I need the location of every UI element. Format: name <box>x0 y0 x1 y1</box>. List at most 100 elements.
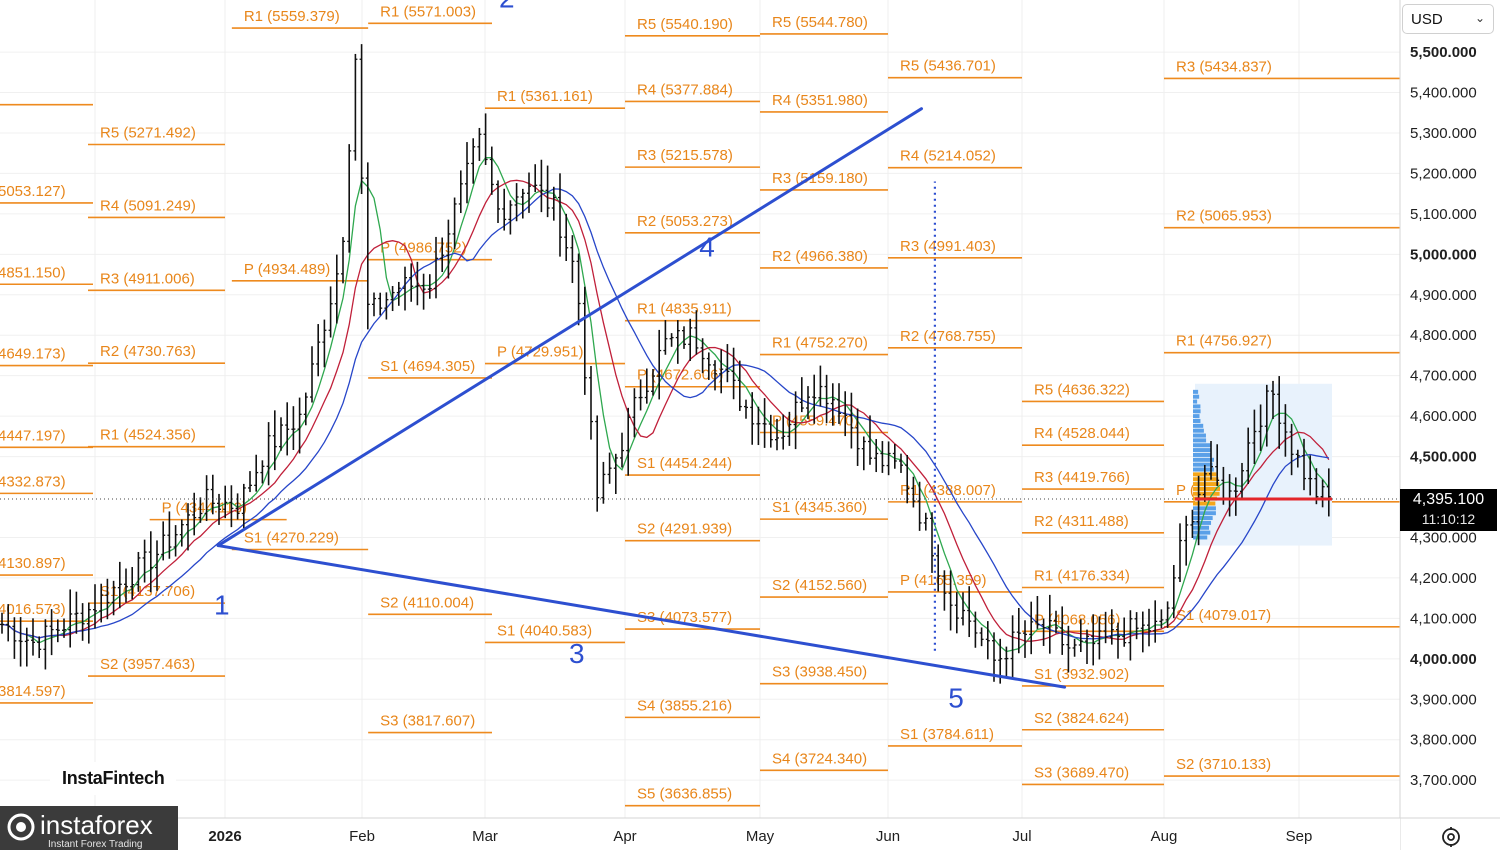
pivot-label: R2 (5065.953) <box>1176 208 1272 225</box>
profile-range <box>1195 383 1332 546</box>
profile-bar <box>1193 448 1211 453</box>
pivot-label: R1 (5571.003) <box>380 3 476 20</box>
instaforex-logo: instaforex Instant Forex Trading <box>0 806 178 850</box>
x-tick-label: Jun <box>876 828 900 845</box>
pivot-label: S1 (4454.244) <box>637 455 732 472</box>
last-price-value: 4,395.100 <box>1412 491 1485 508</box>
pivot-label: R2 (4311.488) <box>1034 513 1129 530</box>
y-tick-label: 5,100.000 <box>1410 206 1477 223</box>
y-tick-label: 5,300.000 <box>1410 125 1477 142</box>
x-tick-label: Aug <box>1151 828 1178 845</box>
profile-bar <box>1193 423 1204 428</box>
y-tick-label: 4,600.000 <box>1410 408 1477 425</box>
profile-bar <box>1193 399 1198 404</box>
x-axis-panel <box>0 818 1400 850</box>
trend-line <box>216 544 1067 689</box>
profile-bar <box>1193 530 1211 535</box>
pivot-label: R4 (5351.980) <box>772 92 868 109</box>
profile-bar <box>1193 477 1219 482</box>
profile-bar <box>1193 438 1207 443</box>
pivot-label: P (4165.359) <box>900 572 986 589</box>
trend-lines[interactable] <box>216 107 1067 689</box>
y-tick-label: 3,900.000 <box>1410 691 1477 708</box>
wave-label: 3 <box>569 638 585 669</box>
pivot-label: S3 (3689.470) <box>1034 764 1129 781</box>
profile-bar <box>1193 506 1216 511</box>
profile-bar <box>1193 409 1201 414</box>
moving-average-line <box>1 188 1329 640</box>
profile-bar <box>1193 452 1212 457</box>
pivot-label: S5 (3636.855) <box>637 786 732 803</box>
pivot-label: S1 (4079.017) <box>1176 607 1271 624</box>
pivot-label: P (4729.951) <box>497 344 583 361</box>
pivot-label: 5053.127) <box>0 183 66 200</box>
y-tick-label: 5,400.000 <box>1410 85 1477 102</box>
y-tick-label: 3,800.000 <box>1410 732 1477 749</box>
profile-bar <box>1193 394 1200 399</box>
wave-label: 5 <box>948 682 964 713</box>
y-tick-label: 5,500.000 <box>1410 44 1477 61</box>
pivot-label: R1 (5361.161) <box>497 88 593 105</box>
pivot-label: R3 (5159.180) <box>772 170 868 187</box>
trend-line <box>216 107 923 548</box>
pivot-label: S2 (3957.463) <box>100 656 195 673</box>
profile-bar <box>1193 525 1210 530</box>
brand-tagline: Instant Forex Trading <box>48 839 143 850</box>
x-tick-label: Jul <box>1012 828 1031 845</box>
moving-average-line <box>1 179 1330 642</box>
pivot-label: R4 (5377.884) <box>637 81 733 98</box>
brand-secondary: instaforex <box>40 810 153 840</box>
pivot-label: R3 (4911.006) <box>100 270 195 287</box>
pivot-label: S1 (4270.229) <box>244 530 339 547</box>
pivot-label: 4332.873) <box>0 473 66 490</box>
pivot-levels: 5053.127) 4851.150) 4649.173) 4447.197) 4332… <box>0 3 1400 807</box>
pivot-label: R5 (4636.322) <box>1034 381 1130 398</box>
profile-bar <box>1193 414 1200 419</box>
profile-bar <box>1193 428 1204 433</box>
profile-bar <box>1193 482 1220 487</box>
brand-primary: InstaFintech <box>62 768 165 788</box>
y-tick-label: 5,000.000 <box>1410 246 1477 263</box>
pivot-label: R1 (4524.356) <box>100 427 196 444</box>
price-bars <box>0 44 1331 684</box>
profile-bar <box>1193 443 1211 448</box>
pivot-label: R5 (5544.780) <box>772 14 868 31</box>
profile-bar <box>1193 501 1216 506</box>
pivot-label: S1 (3784.611) <box>900 726 994 743</box>
profile-bar <box>1193 486 1221 491</box>
pivot-label: R3 (5215.578) <box>637 147 733 164</box>
settings-icon[interactable] <box>1440 826 1462 848</box>
pivot-label: P (4344.113) <box>162 500 247 517</box>
x-tick-label: Apr <box>613 828 636 845</box>
pivot-label: R4 (5091.249) <box>100 197 196 214</box>
moving-averages <box>1 156 1330 653</box>
x-tick-label: Feb <box>349 828 375 845</box>
grid-lines <box>0 0 1400 818</box>
instaforex-mark-icon <box>7 813 35 841</box>
bar-countdown: 11:10:12 <box>1421 511 1476 527</box>
pivot-label: R5 (5271.492) <box>100 124 196 141</box>
profile-bar <box>1193 389 1199 394</box>
y-tick-label: 3,700.000 <box>1410 772 1477 789</box>
pivot-label: S3 (3938.450) <box>772 664 867 681</box>
wave-label: 2 <box>499 0 515 14</box>
pivot-label: R1 (4752.270) <box>772 335 868 352</box>
y-tick-label: 4,200.000 <box>1410 570 1477 587</box>
pivot-label: S1 (4694.305) <box>380 358 475 375</box>
y-tick-label: 4,100.000 <box>1410 610 1477 627</box>
pivot-label: S3 (4073.577) <box>637 609 732 626</box>
pivot-label: R3 (5434.837) <box>1176 58 1272 75</box>
pivot-label: S1 (4137.706) <box>100 583 195 600</box>
profile-bar <box>1193 457 1214 462</box>
pivot-label: R5 (5436.701) <box>900 58 996 75</box>
pivot-label: 4851.150) <box>0 264 66 281</box>
pivot-label: R1 (4388.007) <box>900 482 996 499</box>
x-tick-label: May <box>746 828 775 845</box>
currency-select[interactable]: USD ⌄ <box>1402 4 1494 34</box>
x-tick-label: Mar <box>472 828 498 845</box>
pivot-label: 4649.173) <box>0 346 66 363</box>
pivot-label: S4 (3724.340) <box>772 750 867 767</box>
y-tick-label: 4,000.000 <box>1410 651 1477 668</box>
